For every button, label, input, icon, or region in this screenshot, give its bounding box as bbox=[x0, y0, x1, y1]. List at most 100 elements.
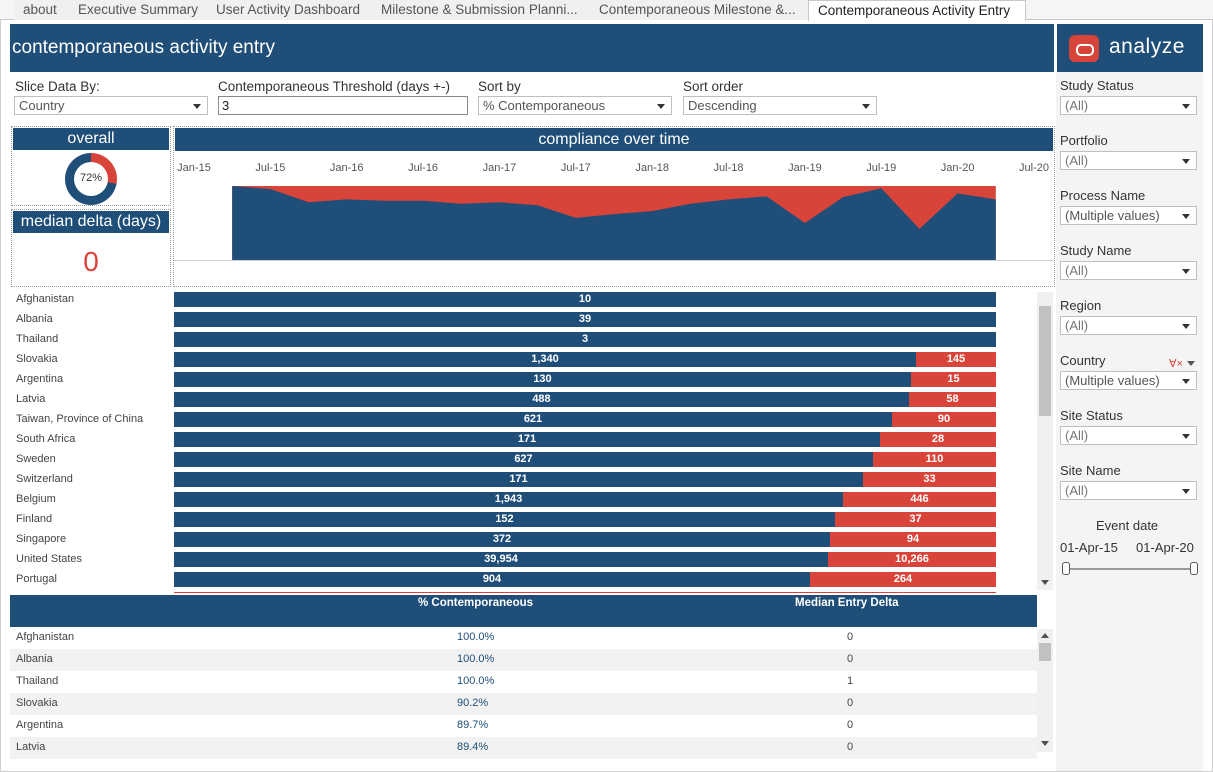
tab-user-activity-dashboard[interactable]: User Activity Dashboard bbox=[207, 0, 373, 20]
median-kpi-value: 0 bbox=[83, 246, 99, 277]
bar-not-contemporaneous[interactable] bbox=[909, 392, 996, 407]
bar-contemporaneous[interactable] bbox=[174, 392, 909, 407]
country-label: United States bbox=[16, 553, 83, 565]
portfolio-filter-label: Portfolio bbox=[1060, 133, 1108, 148]
filter-menu-chevron-icon[interactable] bbox=[1187, 361, 1195, 366]
bar-label-not-contemporaneous: 10,266 bbox=[895, 553, 929, 565]
bar-contemporaneous[interactable] bbox=[174, 492, 843, 507]
bar-contemporaneous[interactable] bbox=[174, 572, 810, 587]
scroll-up-arrow-icon[interactable] bbox=[1041, 633, 1049, 638]
time-axis-tick: Jan-20 bbox=[940, 162, 975, 174]
threshold-input[interactable]: 3 bbox=[218, 96, 468, 115]
bar-label-contemporaneous: 372 bbox=[492, 533, 512, 545]
bar-contemporaneous[interactable] bbox=[174, 552, 828, 567]
bar-label-not-contemporaneous: 37 bbox=[909, 513, 922, 525]
tab-milestone-submission-planning[interactable]: Milestone & Submission Planni... bbox=[372, 0, 591, 20]
event-date-label: Event date bbox=[1096, 518, 1159, 533]
scrollbar-thumb[interactable] bbox=[1039, 306, 1051, 416]
bar-not-contemporaneous[interactable] bbox=[828, 552, 996, 567]
row-country: Argentina bbox=[16, 719, 64, 731]
sort-order-select[interactable]: Descending bbox=[683, 96, 877, 115]
study-status-filter-select[interactable]: (All) bbox=[1060, 96, 1197, 115]
bar-contemporaneous[interactable] bbox=[174, 432, 880, 447]
study-name-filter-select[interactable]: (All) bbox=[1060, 261, 1197, 280]
row-pct-contemporaneous: 100.0% bbox=[457, 631, 495, 643]
bar-not-contemporaneous[interactable] bbox=[835, 512, 996, 527]
row-country: Latvia bbox=[16, 741, 46, 753]
sort-by-select[interactable]: % Contemporaneous bbox=[478, 96, 672, 115]
bar-contemporaneous[interactable] bbox=[174, 332, 996, 347]
bar-contemporaneous[interactable] bbox=[174, 532, 830, 547]
bar-not-contemporaneous[interactable] bbox=[863, 472, 996, 487]
bar-label-not-contemporaneous: 33 bbox=[923, 473, 936, 485]
row-country: Thailand bbox=[16, 675, 59, 687]
portfolio-filter-select[interactable]: (All) bbox=[1060, 151, 1197, 170]
bar-not-contemporaneous[interactable] bbox=[911, 372, 996, 387]
process-name-filter-select[interactable]: (Multiple values) bbox=[1060, 206, 1197, 225]
country-label: Singapore bbox=[16, 533, 67, 545]
chevron-down-icon bbox=[657, 104, 665, 109]
slice-data-value: Country bbox=[19, 98, 65, 113]
bar-label-contemporaneous: 3 bbox=[581, 333, 589, 345]
study-status-filter-value: (All) bbox=[1065, 98, 1089, 113]
event-date-end-handle[interactable] bbox=[1190, 562, 1198, 575]
bar-contemporaneous[interactable] bbox=[174, 352, 916, 367]
bar-not-contemporaneous[interactable] bbox=[916, 352, 996, 367]
bar-contemporaneous[interactable] bbox=[174, 472, 863, 487]
bar-not-contemporaneous[interactable] bbox=[880, 432, 996, 447]
country-label: Belgium bbox=[16, 493, 56, 505]
column-header-pct[interactable]: % Contemporaneous bbox=[418, 597, 534, 609]
bar-not-contemporaneous[interactable] bbox=[843, 492, 996, 507]
bar-label-contemporaneous: 621 bbox=[523, 413, 543, 425]
bar-contemporaneous[interactable] bbox=[174, 512, 835, 527]
tab-contemporaneous-activity-entry[interactable]: Contemporaneous Activity Entry bbox=[808, 0, 1026, 21]
table-row[interactable]: Latvia 89.4% 0 bbox=[10, 737, 1037, 759]
country-label: Thailand bbox=[16, 333, 59, 345]
country-filter-select[interactable]: (Multiple values) bbox=[1060, 371, 1197, 390]
bar-not-contemporaneous[interactable] bbox=[873, 452, 996, 467]
brand-logo-icon bbox=[1069, 35, 1099, 62]
brand-panel: analyze bbox=[1057, 24, 1203, 72]
bar-label-contemporaneous: 10 bbox=[578, 293, 592, 305]
site-status-filter-select[interactable]: (All) bbox=[1060, 426, 1197, 445]
bar-label-contemporaneous: 39 bbox=[578, 313, 592, 325]
bar-contemporaneous[interactable] bbox=[174, 452, 873, 467]
time-axis-tick: Jan-19 bbox=[788, 162, 822, 174]
scroll-down-arrow-icon[interactable] bbox=[1041, 580, 1049, 585]
tab-contemporaneous-milestone[interactable]: Contemporaneous Milestone &... bbox=[590, 0, 809, 20]
table-row[interactable]: Argentina 89.7% 0 bbox=[10, 715, 1037, 737]
table-row[interactable]: Thailand 100.0% 1 bbox=[10, 671, 1037, 693]
row-median-delta: 0 bbox=[847, 697, 854, 709]
country-label: Taiwan, Province of China bbox=[16, 413, 144, 425]
tab-executive-summary[interactable]: Executive Summary bbox=[69, 0, 208, 20]
study-status-filter-label: Study Status bbox=[1060, 78, 1134, 93]
scrollbar-thumb[interactable] bbox=[1039, 643, 1051, 661]
tab-about[interactable]: about bbox=[14, 0, 70, 20]
bar-contemporaneous[interactable] bbox=[174, 412, 892, 427]
bar-contemporaneous[interactable] bbox=[174, 372, 911, 387]
table-row[interactable]: Slovakia 90.2% 0 bbox=[10, 693, 1037, 715]
region-filter-select[interactable]: (All) bbox=[1060, 316, 1197, 335]
scroll-down-arrow-icon[interactable] bbox=[1041, 741, 1049, 746]
table-row[interactable]: Albania 100.0% 0 bbox=[10, 649, 1037, 671]
table-row[interactable]: Afghanistan 100.0% 0 bbox=[10, 627, 1037, 649]
table-scrollbar[interactable] bbox=[1037, 629, 1053, 752]
row-country: Afghanistan bbox=[16, 631, 75, 643]
bar-not-contemporaneous[interactable] bbox=[892, 412, 996, 427]
bar-contemporaneous[interactable] bbox=[174, 312, 996, 327]
bar-not-contemporaneous[interactable] bbox=[830, 532, 996, 547]
site-name-filter-select[interactable]: (All) bbox=[1060, 481, 1197, 500]
bar-chart-scrollbar[interactable] bbox=[1037, 292, 1053, 590]
clear-filter-icon[interactable]: ∀× bbox=[1169, 358, 1183, 370]
bar-contemporaneous[interactable] bbox=[174, 292, 996, 307]
process-name-filter-value: (Multiple values) bbox=[1065, 208, 1160, 223]
column-header-median[interactable]: Median Entry Delta bbox=[795, 597, 899, 609]
country-label: Sweden bbox=[16, 453, 56, 465]
slice-data-select[interactable]: Country bbox=[14, 96, 208, 115]
bar-not-contemporaneous[interactable] bbox=[810, 572, 996, 587]
median-kpi-title: median delta (days) bbox=[13, 211, 169, 233]
site-name-filter-label: Site Name bbox=[1060, 463, 1121, 478]
event-date-slider-track[interactable] bbox=[1066, 568, 1194, 570]
tab-bar: about Executive Summary User Activity Da… bbox=[0, 0, 1213, 21]
event-date-start-handle[interactable] bbox=[1062, 562, 1070, 575]
